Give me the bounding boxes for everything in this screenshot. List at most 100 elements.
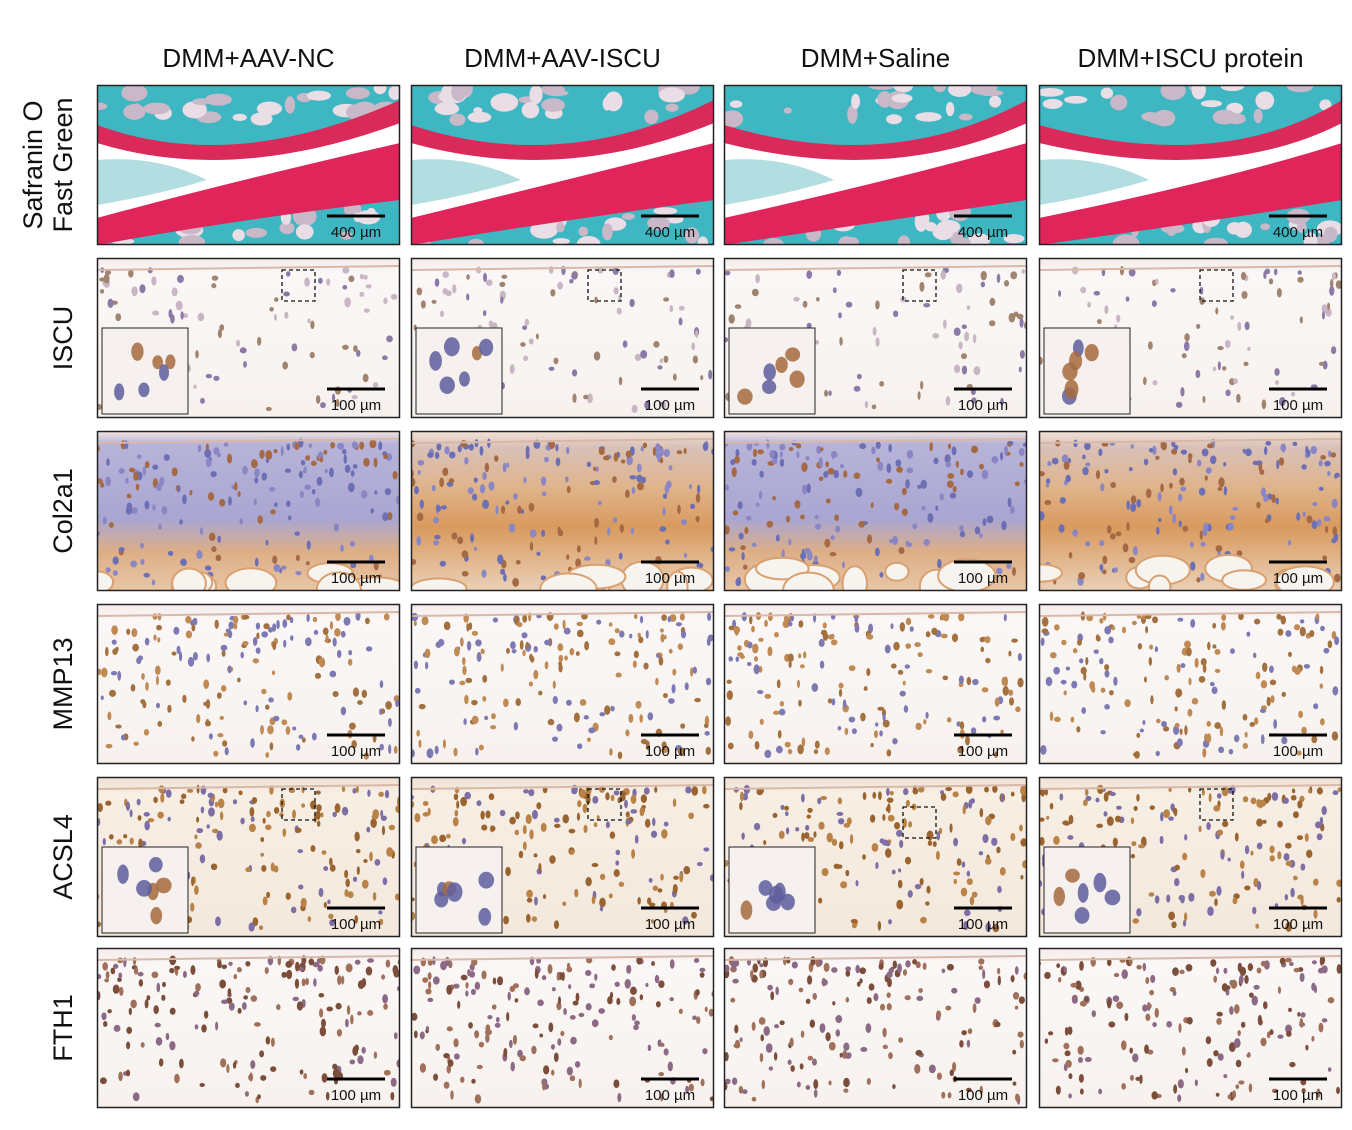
cell (105, 743, 113, 749)
cell (314, 497, 321, 507)
inset-cell (136, 880, 153, 897)
cell (565, 476, 569, 483)
cell (928, 1064, 936, 1074)
cell (1280, 443, 1287, 452)
cell (248, 1074, 254, 1081)
cell (636, 474, 643, 483)
cell (488, 481, 495, 491)
cell (161, 994, 166, 1001)
cell (1103, 792, 1109, 802)
cell (161, 981, 166, 988)
cell (1129, 1047, 1133, 1054)
cartilage-bottom (1039, 143, 1342, 245)
cell (893, 502, 900, 511)
inset-cell (1053, 886, 1065, 907)
cell (460, 796, 468, 807)
cell (862, 854, 866, 860)
panel-image (411, 85, 714, 245)
cell (502, 462, 507, 473)
cell (1196, 323, 1201, 329)
cell (1240, 1021, 1246, 1028)
cell (700, 375, 704, 380)
cell (926, 885, 931, 894)
cartilage-top (1039, 100, 1342, 164)
cell (683, 552, 688, 558)
cell (158, 1058, 164, 1067)
marrow (915, 112, 942, 122)
cell (102, 516, 107, 525)
cell (288, 515, 292, 521)
cell (439, 560, 446, 567)
cell (298, 470, 303, 479)
cell (130, 684, 136, 692)
cell (155, 675, 159, 686)
cell (355, 785, 359, 794)
cell (1318, 1022, 1324, 1033)
cell (685, 786, 692, 794)
cell (284, 311, 289, 320)
cell (918, 988, 923, 993)
cell (482, 499, 490, 509)
cell (795, 443, 802, 449)
marrow (245, 227, 268, 238)
cell (877, 706, 885, 711)
cell (917, 652, 923, 658)
cell (931, 627, 938, 636)
cell (1302, 511, 1306, 517)
histology-panel: 100 µm (96, 776, 401, 938)
cell (494, 455, 499, 462)
cell (843, 1042, 850, 1051)
cell (979, 636, 985, 643)
cell (240, 817, 245, 825)
cell (97, 478, 103, 484)
cell (1227, 857, 1231, 862)
cell (365, 646, 373, 652)
cell (984, 786, 989, 793)
cell (1216, 1017, 1222, 1025)
scale-bar-label: 100 µm (645, 397, 695, 414)
cell (235, 339, 241, 347)
cell (422, 977, 429, 983)
cell (1152, 445, 1157, 456)
cell (668, 698, 675, 704)
cell (823, 962, 830, 973)
cell (1294, 667, 1301, 675)
cell (631, 487, 636, 495)
cell (1077, 639, 1082, 646)
inset-cell (762, 379, 777, 395)
inset-cell (117, 864, 129, 884)
cell (507, 991, 511, 1001)
cell (1250, 797, 1257, 805)
cell (1255, 923, 1260, 929)
cell (971, 397, 977, 404)
cell (892, 960, 898, 969)
cell (1217, 486, 1223, 491)
cell (1318, 459, 1323, 467)
cell (133, 741, 139, 746)
cell (524, 318, 530, 326)
cell (1176, 663, 1181, 673)
cell (819, 660, 825, 669)
cell (118, 547, 125, 553)
cell (1044, 1038, 1049, 1044)
cell (364, 617, 370, 625)
cell (490, 825, 496, 832)
marrow (621, 213, 636, 220)
cell (840, 881, 848, 889)
cell (189, 489, 193, 496)
cell (773, 710, 780, 715)
cell (516, 621, 523, 628)
cell (105, 476, 112, 487)
marrow (256, 101, 283, 116)
cell (425, 988, 432, 995)
cell (343, 454, 347, 464)
cell (1216, 1011, 1223, 1017)
cell (744, 791, 748, 798)
cell (704, 731, 710, 736)
panel-image (1039, 948, 1342, 1108)
cell (154, 1022, 161, 1028)
cell (1267, 792, 1272, 801)
panel-border (1038, 776, 1343, 938)
cell (1095, 797, 1100, 803)
cell (505, 500, 510, 505)
